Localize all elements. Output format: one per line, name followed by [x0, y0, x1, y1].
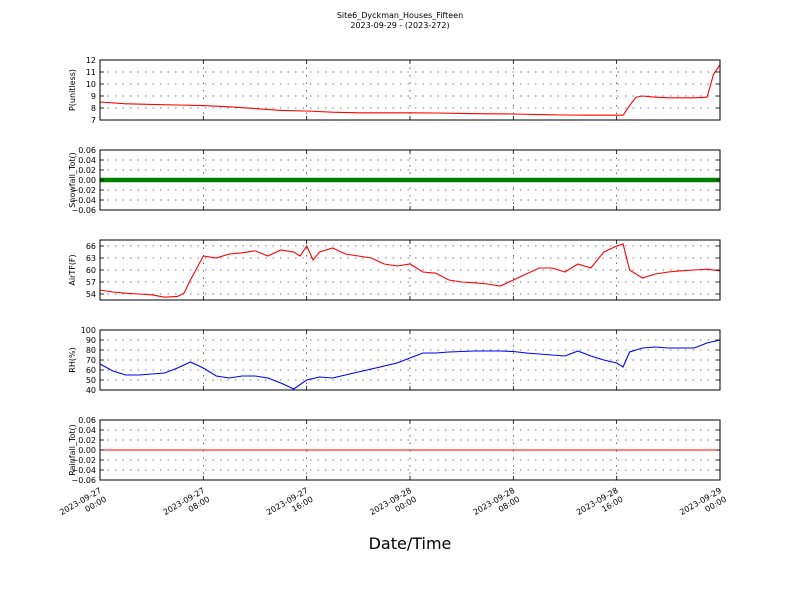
y-tick-label: 0.02: [78, 436, 96, 445]
y-tick-label: −0.02: [71, 456, 96, 465]
y-tick-label: 12: [86, 56, 96, 65]
panel-airtemp: 54 57 60 63 66 AirTF(F): [68, 239, 721, 301]
y-tick-label: 8: [91, 104, 96, 113]
panel-pressure: 7 8 9 10 11 12 P(unitless): [68, 56, 721, 125]
x-tick-label: 2023-09-2808:00: [472, 486, 522, 526]
series-line-rh: [99, 339, 721, 390]
chart-subtitle: 2023-09-29 - (2023-272): [350, 21, 450, 30]
y-tick-label: 60: [86, 366, 96, 375]
y-tick-label: 57: [86, 278, 96, 287]
y-axis-label-rainfall: Rainfall_Tot(): [68, 424, 77, 476]
y-tick-label: 50: [86, 376, 96, 385]
y-tick-label: 60: [86, 266, 96, 275]
x-axis-label: Date/Time: [368, 534, 452, 553]
y-tick-label: 0.04: [78, 426, 96, 435]
y-tick-label: 0.02: [78, 166, 96, 175]
y-axis-label-rh: RH(%): [68, 347, 77, 372]
panel-snowfall: −0.06−0.04−0.020.000.020.040.06Snowfall_…: [68, 146, 721, 215]
y-tick-label: 0.04: [78, 156, 96, 165]
x-tick-label: 2023-09-2716:00: [265, 486, 315, 526]
series-line-pressure: [99, 64, 721, 116]
y-axis-label-airtemp: AirTF(F): [68, 254, 77, 285]
y-tick-label: −0.04: [71, 466, 96, 475]
y-tick-label: 54: [86, 290, 96, 299]
y-tick-label: −0.06: [71, 476, 96, 485]
series-line-airtemp: [99, 243, 721, 298]
y-tick-label: 63: [86, 254, 96, 263]
y-axis-label-pressure: P(unitless): [68, 69, 77, 111]
x-tick-label: 2023-09-2800:00: [368, 486, 418, 526]
y-tick-label: 0.06: [78, 146, 96, 155]
y-tick-label: 90: [86, 336, 96, 345]
y-tick-label: −0.06: [71, 206, 96, 215]
x-tick-label: 2023-09-2700:00: [58, 486, 108, 526]
x-tick-label: 2023-09-2816:00: [575, 486, 625, 526]
y-tick-label: 10: [86, 80, 96, 89]
y-tick-label: 100: [81, 326, 96, 335]
panel-rainfall: −0.06−0.04−0.020.000.020.040.06Rainfall_…: [68, 416, 721, 485]
y-tick-label: 0.00: [78, 176, 96, 185]
chart-title: Site6_Dyckman_Houses_Fifteen: [336, 11, 464, 20]
y-tick-label: 66: [86, 242, 96, 251]
y-tick-label: 70: [86, 356, 96, 365]
x-tick-label: 2023-09-2900:00: [678, 486, 728, 526]
y-tick-label: −0.04: [71, 196, 96, 205]
y-tick-label: 0.00: [78, 446, 96, 455]
y-axis-label-snowfall: Snowfall_Tot(): [68, 152, 77, 208]
y-tick-label: −0.02: [71, 186, 96, 195]
y-tick-label: 40: [86, 386, 96, 395]
y-tick-label: 7: [91, 116, 96, 125]
y-tick-label: 9: [91, 92, 96, 101]
y-tick-label: 80: [86, 346, 96, 355]
y-tick-label: 11: [86, 68, 96, 77]
x-tick-label: 2023-09-2708:00: [162, 486, 212, 526]
y-tick-label: 0.06: [78, 416, 96, 425]
